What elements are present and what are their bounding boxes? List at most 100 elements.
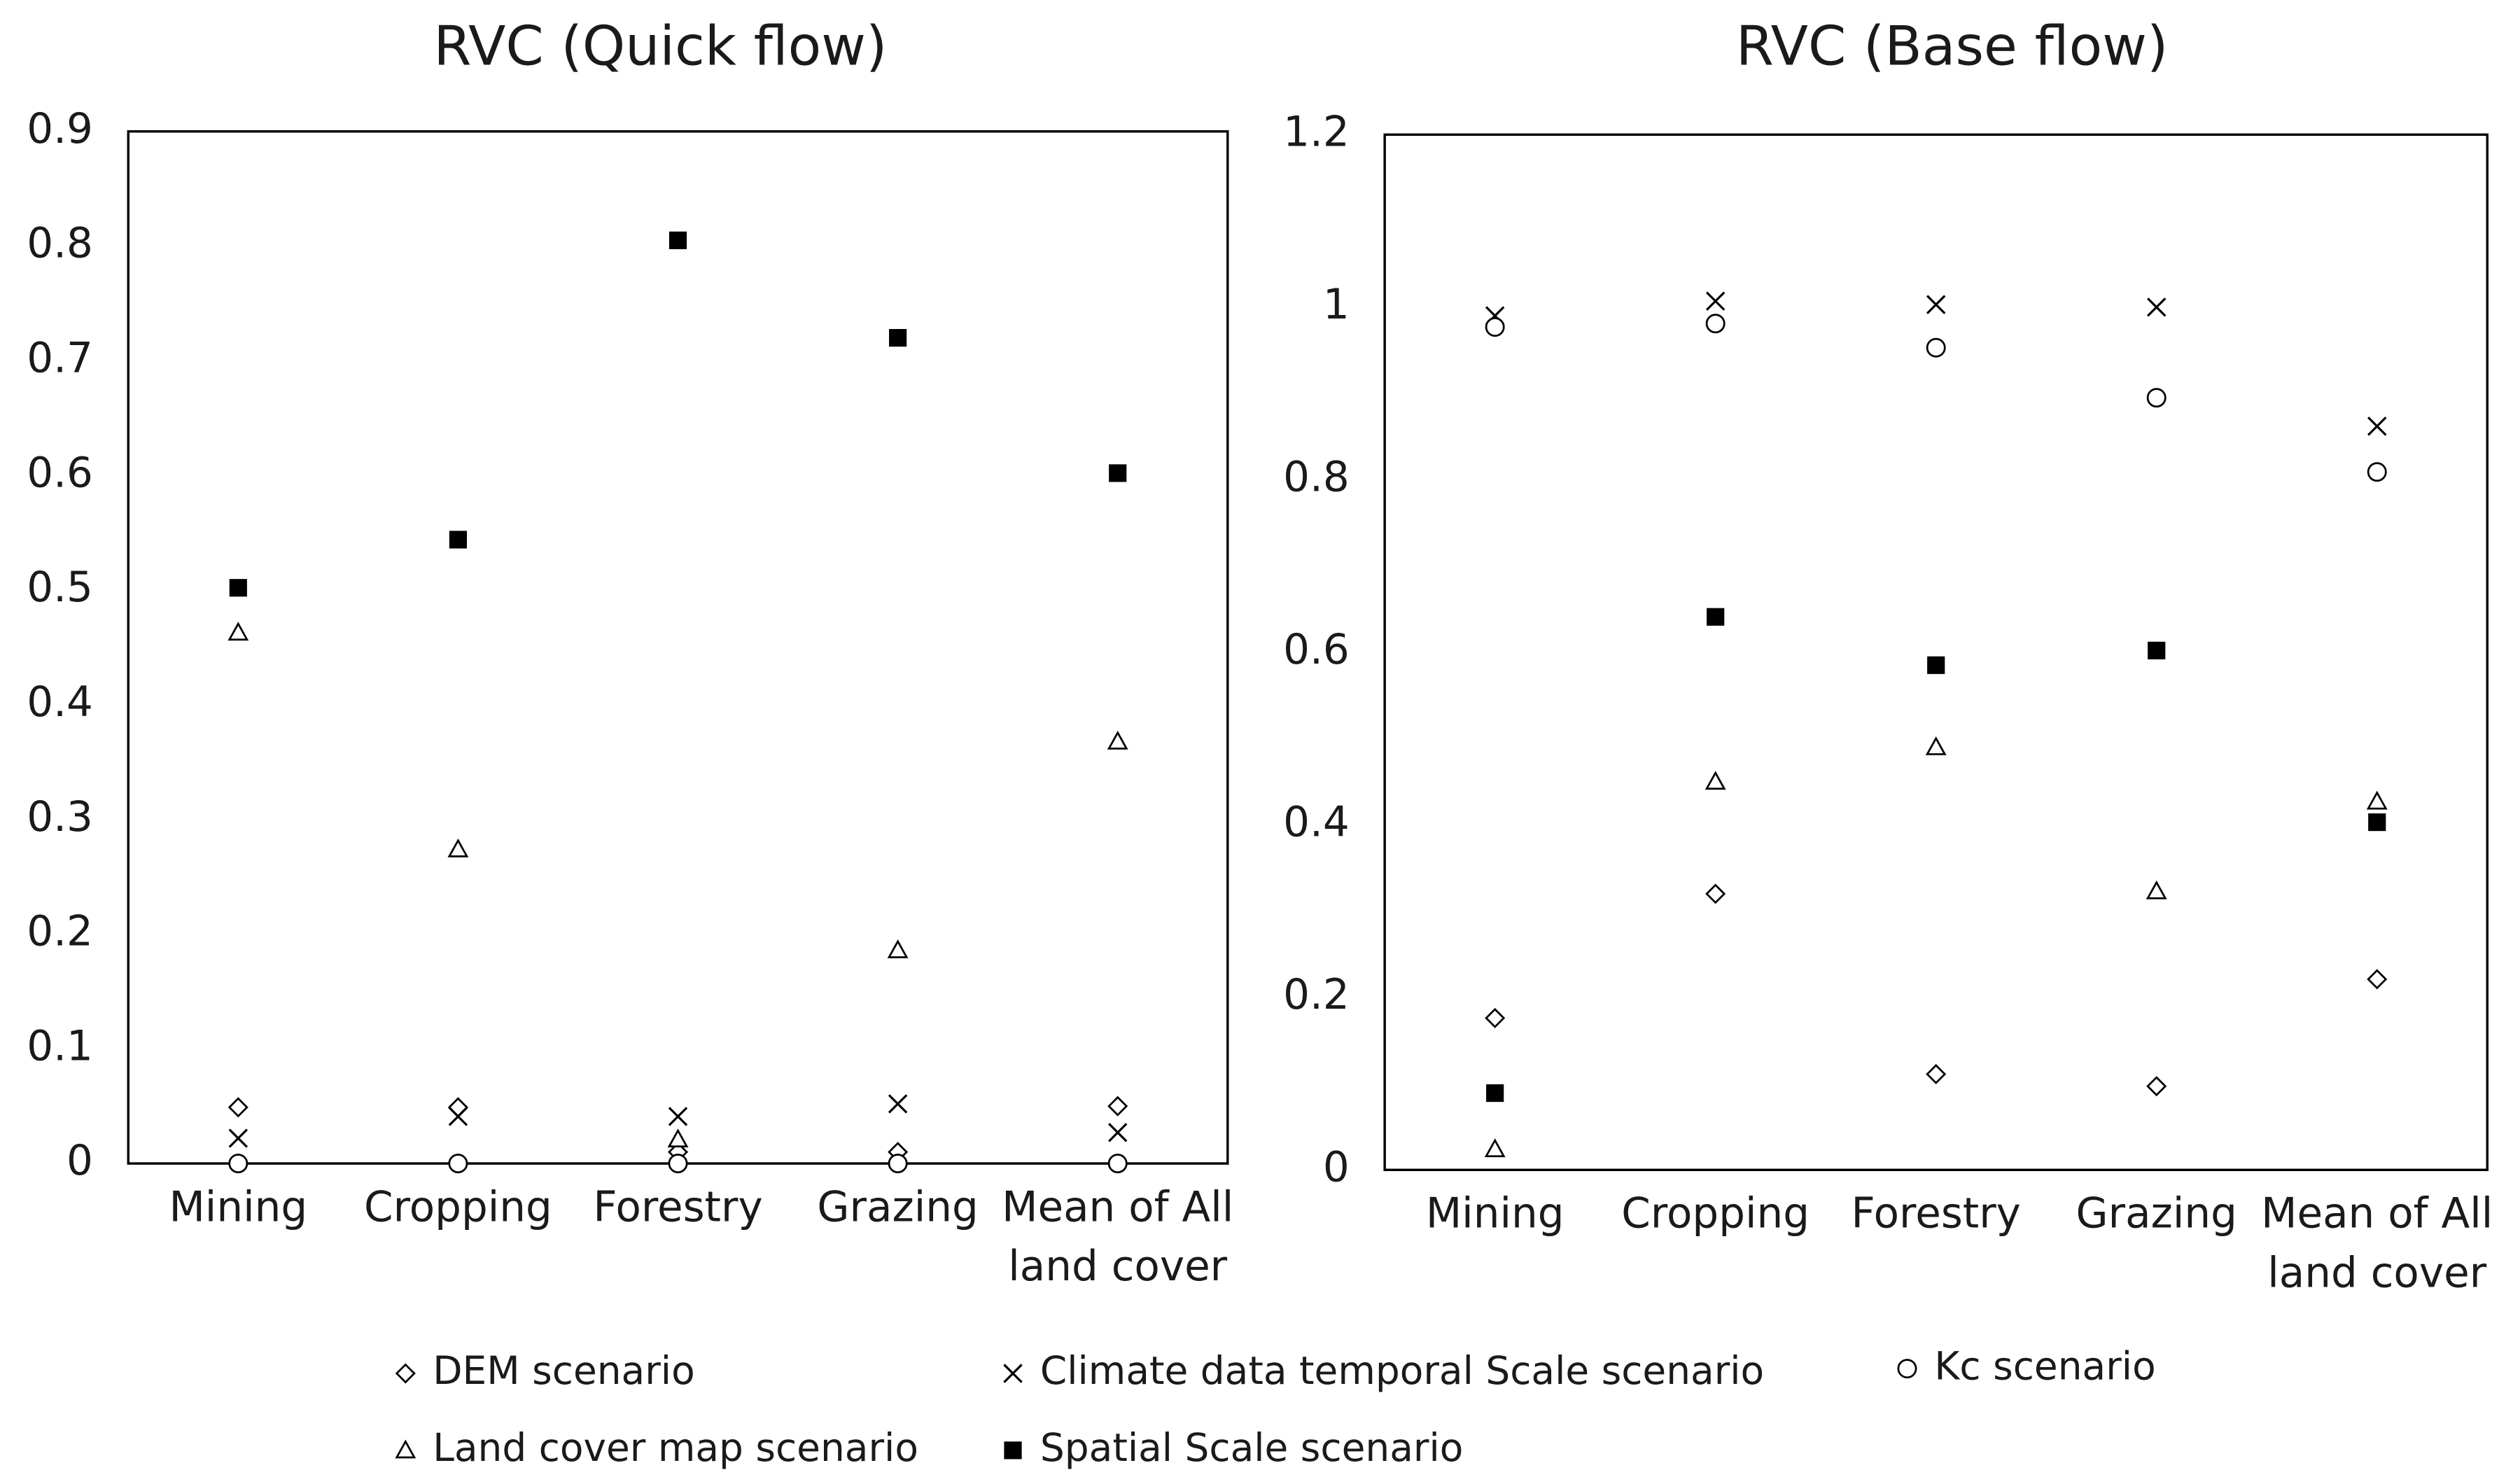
y-tick-label: 0.3	[27, 793, 93, 841]
data-point	[667, 1128, 689, 1148]
data-point	[1705, 883, 1726, 904]
y-tick-label: 0.4	[27, 678, 93, 727]
data-point	[1107, 1096, 1128, 1116]
x-tick-label: Grazing	[2076, 1191, 2237, 1239]
x-tick-label-box: Forestry	[1851, 1191, 2021, 1239]
x-tick-label-box: Grazing	[817, 1184, 979, 1233]
data-point	[2367, 462, 2387, 482]
legend-label: DEM scenario	[433, 1348, 694, 1393]
data-point	[448, 1107, 468, 1126]
legend-marker	[1003, 1364, 1023, 1383]
x-tick-label-box: Cropping	[364, 1184, 552, 1233]
y-tick-label: 0	[1323, 1143, 1350, 1191]
legend-marker	[395, 1363, 416, 1384]
data-point	[2366, 790, 2388, 810]
data-point	[887, 939, 909, 958]
legend-label: Land cover map scenario	[433, 1425, 918, 1470]
plot-frame	[127, 130, 1229, 1165]
data-point	[1705, 291, 1726, 311]
data-point	[668, 1107, 688, 1126]
data-point	[1704, 771, 1726, 790]
legend-label: Spatial Scale scenario	[1040, 1425, 1463, 1470]
x-tick-label-box: Forestry	[593, 1184, 763, 1233]
x-tick-label: Cropping	[1621, 1191, 1810, 1239]
data-point	[1107, 730, 1128, 750]
data-point	[228, 1128, 248, 1148]
data-point	[447, 1097, 468, 1118]
data-point	[227, 1097, 248, 1118]
data-point	[2367, 416, 2387, 436]
data-point	[2148, 641, 2166, 659]
x-tick-label: Mean of All land cover	[2261, 1191, 2493, 1298]
y-tick-label: 0.7	[27, 334, 93, 382]
y-tick-label: 0	[66, 1137, 93, 1185]
x-tick-label-box: Cropping	[1621, 1191, 1810, 1239]
data-point	[889, 329, 907, 347]
y-tick-label: 1.2	[1283, 108, 1350, 156]
x-tick-label-box: Mean of All land cover	[1002, 1184, 1234, 1292]
x-tick-label-box: Mining	[169, 1184, 308, 1233]
x-tick-label: Mean of All land cover	[1002, 1184, 1234, 1292]
x-tick-label-box: Mean of All land cover	[2261, 1191, 2493, 1298]
data-point	[1109, 464, 1127, 482]
y-tick-label: 1	[1323, 281, 1350, 329]
data-point	[1484, 1138, 1506, 1158]
data-point	[2146, 1076, 2167, 1097]
data-point	[1485, 1007, 1506, 1028]
data-point	[668, 1154, 688, 1174]
data-point	[1926, 295, 1946, 314]
x-tick-label-box: Grazing	[2076, 1191, 2237, 1239]
data-point	[449, 531, 468, 549]
x-tick-label: Grazing	[817, 1184, 979, 1233]
legend-marker	[1897, 1359, 1917, 1379]
y-tick-label: 0.8	[1283, 453, 1350, 501]
y-tick-label: 0.6	[27, 449, 93, 497]
plot-frame	[1383, 133, 2488, 1171]
data-point	[1705, 314, 1726, 334]
x-tick-label: Mining	[1425, 1191, 1564, 1239]
legend-label: Kc scenario	[1934, 1343, 2155, 1388]
data-point	[2146, 388, 2166, 408]
legend-marker	[1004, 1441, 1022, 1460]
data-point	[1925, 736, 1947, 755]
data-point	[2146, 880, 2167, 899]
data-point	[227, 622, 249, 641]
data-point	[668, 231, 687, 249]
data-point	[2147, 298, 2166, 317]
y-tick-label: 0.9	[27, 105, 93, 153]
data-point	[447, 838, 469, 858]
data-point	[1927, 656, 1945, 674]
x-tick-label-box: Mining	[1425, 1191, 1564, 1239]
y-tick-label: 0.4	[1283, 798, 1350, 846]
data-point	[888, 1094, 908, 1114]
data-point	[1926, 1063, 1947, 1085]
data-point	[1707, 608, 1725, 626]
data-point	[1485, 317, 1505, 337]
data-point	[2367, 969, 2388, 990]
data-point	[2368, 813, 2386, 832]
data-point	[1486, 1084, 1504, 1102]
x-tick-label: Cropping	[364, 1184, 552, 1233]
legend-marker	[395, 1439, 416, 1459]
y-tick-label: 0.1	[27, 1022, 93, 1070]
x-tick-label: Forestry	[1851, 1191, 2021, 1239]
y-tick-label: 0.8	[27, 220, 93, 268]
y-tick-label: 0.6	[1283, 626, 1350, 674]
data-point	[1108, 1123, 1128, 1142]
chart-title: RVC (Base flow)	[1736, 15, 2168, 78]
data-point	[448, 1154, 468, 1174]
y-tick-label: 0.2	[1283, 971, 1350, 1019]
legend-label: Climate data temporal Scale scenario	[1040, 1348, 1764, 1393]
x-tick-label: Mining	[169, 1184, 308, 1233]
x-tick-label: Forestry	[593, 1184, 763, 1233]
chart-title: RVC (Quick flow)	[433, 15, 887, 78]
data-point	[1926, 337, 1946, 358]
data-point	[888, 1154, 908, 1174]
y-tick-label: 0.2	[27, 908, 93, 956]
y-tick-label: 0.5	[27, 564, 93, 612]
data-point	[228, 1154, 248, 1174]
data-point	[1107, 1154, 1128, 1174]
data-point	[229, 579, 247, 597]
